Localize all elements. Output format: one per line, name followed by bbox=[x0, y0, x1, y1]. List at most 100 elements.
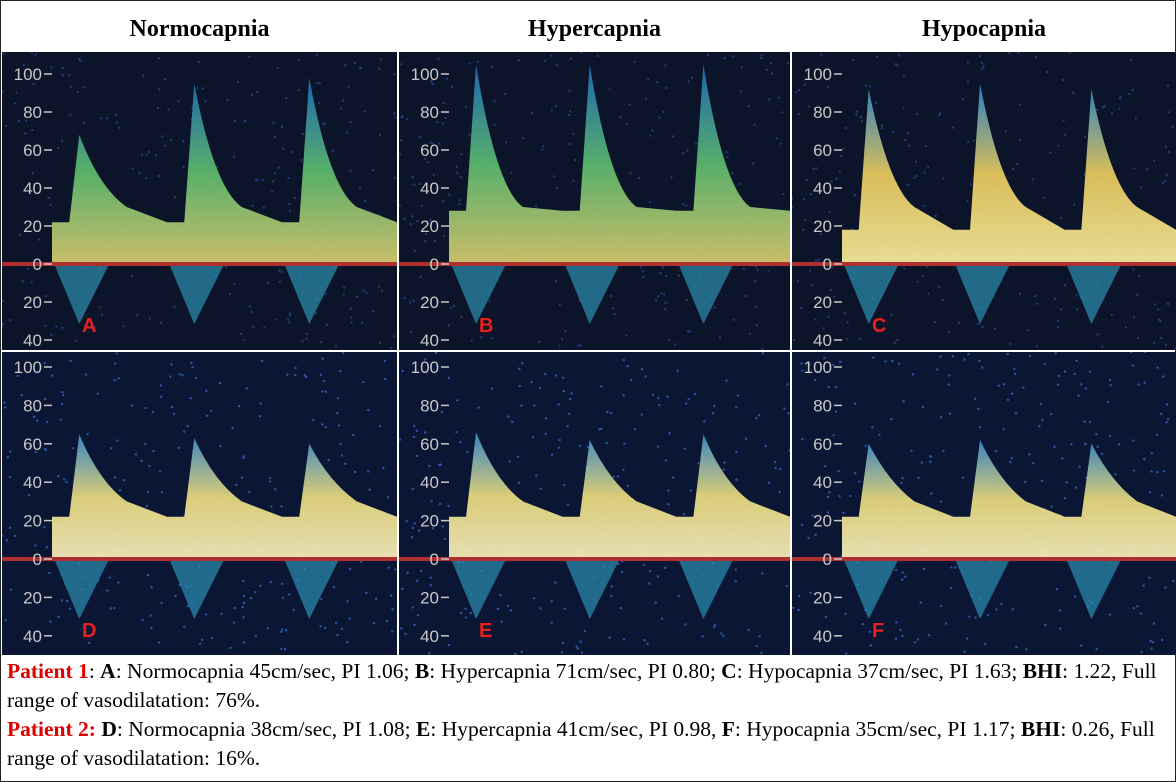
speckle bbox=[792, 206, 794, 209]
speckle bbox=[817, 258, 821, 262]
speckle bbox=[1108, 613, 1112, 616]
speckle bbox=[1130, 352, 1133, 354]
speckle bbox=[365, 291, 368, 294]
speckle bbox=[815, 370, 819, 373]
axis-tick-label: 80 bbox=[420, 396, 439, 415]
speckle bbox=[49, 203, 52, 207]
speckle bbox=[953, 566, 957, 569]
speckle bbox=[1152, 159, 1156, 162]
speckle bbox=[641, 275, 645, 279]
speckle bbox=[566, 425, 569, 428]
speckle bbox=[916, 638, 919, 641]
speckle bbox=[1161, 181, 1164, 185]
speckle bbox=[423, 358, 427, 361]
speckle bbox=[436, 301, 440, 304]
speckle bbox=[1061, 457, 1064, 460]
speckle bbox=[629, 172, 632, 175]
speckle bbox=[288, 321, 291, 324]
speckle bbox=[613, 312, 616, 316]
speckle bbox=[145, 153, 148, 156]
speckle bbox=[1159, 412, 1163, 416]
speckle bbox=[1101, 345, 1104, 348]
speckle bbox=[532, 436, 535, 439]
caption-text: : 0.26, Full range of vasodilatation: 16… bbox=[7, 717, 1155, 770]
speckle bbox=[413, 623, 416, 627]
speckle bbox=[399, 438, 402, 441]
speckle bbox=[262, 206, 265, 209]
speckle bbox=[410, 331, 413, 334]
speckle bbox=[280, 505, 283, 508]
speckle bbox=[560, 337, 564, 341]
speckle bbox=[282, 147, 285, 150]
speckle bbox=[792, 197, 794, 200]
speckle bbox=[792, 606, 795, 610]
speckle bbox=[1109, 384, 1112, 387]
speckle bbox=[1002, 428, 1005, 431]
panel-ref: A bbox=[100, 659, 116, 683]
speckle bbox=[4, 406, 7, 409]
speckle bbox=[63, 478, 66, 481]
baseline bbox=[399, 557, 790, 561]
speckle bbox=[809, 269, 812, 272]
speckle bbox=[197, 60, 200, 63]
speckle bbox=[1131, 364, 1134, 367]
speckle bbox=[118, 126, 121, 130]
speckle bbox=[1031, 462, 1035, 465]
speckle bbox=[822, 301, 825, 305]
speckle bbox=[320, 597, 323, 601]
speckle bbox=[174, 594, 177, 598]
speckle bbox=[460, 611, 463, 615]
speckle bbox=[409, 222, 412, 226]
speckle bbox=[358, 66, 361, 69]
speckle bbox=[339, 107, 343, 110]
speckle bbox=[374, 597, 378, 601]
speckle bbox=[423, 240, 427, 243]
speckle bbox=[871, 426, 874, 429]
speckle bbox=[105, 117, 109, 120]
speckle bbox=[858, 480, 861, 483]
speckle bbox=[56, 147, 60, 150]
speckle bbox=[534, 204, 538, 208]
speckle bbox=[55, 325, 58, 328]
waveform bbox=[52, 77, 397, 264]
speckle bbox=[566, 503, 570, 506]
speckle bbox=[1164, 145, 1168, 148]
speckle bbox=[242, 601, 246, 605]
speckle bbox=[284, 628, 288, 632]
speckle bbox=[755, 324, 759, 327]
axis-tick-label: 40 bbox=[23, 627, 42, 646]
speckle bbox=[348, 567, 352, 571]
speckle bbox=[57, 474, 60, 478]
speckle bbox=[554, 581, 557, 584]
speckle bbox=[418, 182, 421, 186]
speckle bbox=[428, 652, 431, 655]
speckle bbox=[895, 63, 899, 67]
speckle bbox=[169, 375, 172, 378]
doppler-panel: 100 80 60 40 20 0 20 40 F bbox=[792, 352, 1176, 655]
speckle bbox=[261, 178, 264, 182]
speckle bbox=[30, 281, 33, 284]
speckle bbox=[23, 132, 27, 135]
speckle bbox=[950, 566, 953, 569]
speckle bbox=[424, 157, 427, 161]
speckle bbox=[301, 132, 304, 136]
speckle bbox=[319, 341, 323, 344]
speckle bbox=[977, 407, 980, 411]
speckle bbox=[620, 570, 624, 574]
speckle bbox=[420, 569, 423, 573]
speckle bbox=[96, 392, 99, 395]
speckle bbox=[557, 403, 560, 406]
speckle bbox=[237, 404, 241, 408]
speckle bbox=[1096, 445, 1099, 449]
speckle bbox=[411, 487, 414, 491]
speckle bbox=[1022, 386, 1025, 389]
speckle bbox=[907, 183, 910, 186]
speckle bbox=[569, 57, 573, 60]
speckle bbox=[897, 54, 901, 57]
speckle bbox=[113, 362, 117, 365]
speckle bbox=[823, 357, 826, 360]
speckle bbox=[963, 650, 966, 653]
speckle bbox=[884, 360, 887, 363]
waveform bbox=[449, 64, 790, 264]
speckle bbox=[349, 169, 352, 172]
